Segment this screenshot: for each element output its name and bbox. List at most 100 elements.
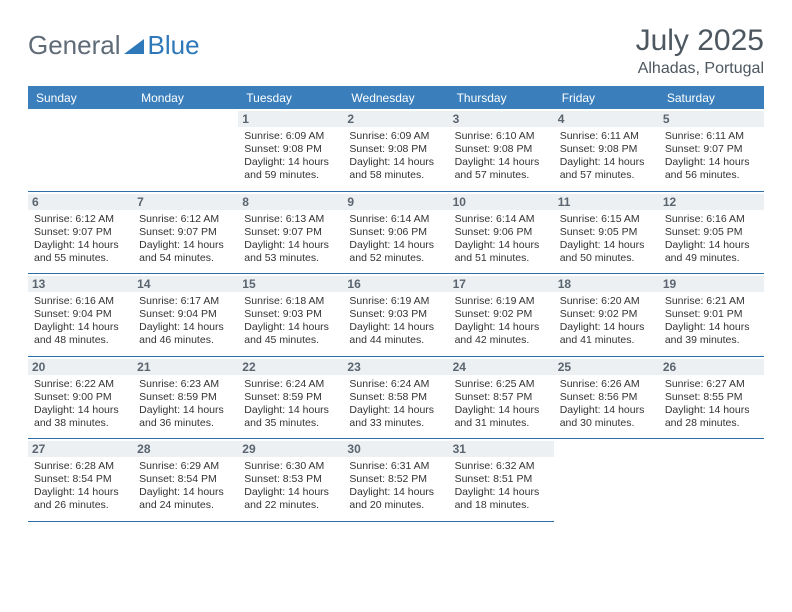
- day-number: 23: [343, 359, 448, 375]
- daylight-line: and 44 minutes.: [349, 334, 442, 347]
- sunrise-line: Sunrise: 6:19 AM: [349, 295, 442, 308]
- day-number: 8: [238, 194, 343, 210]
- daylight-line: and 55 minutes.: [34, 252, 127, 265]
- day-number: 22: [238, 359, 343, 375]
- calendar-cell: 22Sunrise: 6:24 AMSunset: 8:59 PMDayligh…: [238, 357, 343, 440]
- day-header: Sunday: [28, 88, 133, 109]
- day-number: 10: [449, 194, 554, 210]
- calendar-body: 1Sunrise: 6:09 AMSunset: 9:08 PMDaylight…: [28, 109, 764, 522]
- daylight-line: and 30 minutes.: [560, 417, 653, 430]
- daylight-line: Daylight: 14 hours: [244, 239, 337, 252]
- daylight-line: Daylight: 14 hours: [665, 321, 758, 334]
- day-number: 20: [28, 359, 133, 375]
- calendar-cell: 3Sunrise: 6:10 AMSunset: 9:08 PMDaylight…: [449, 109, 554, 192]
- sunset-line: Sunset: 8:59 PM: [139, 391, 232, 404]
- daylight-line: and 54 minutes.: [139, 252, 232, 265]
- sunset-line: Sunset: 9:03 PM: [244, 308, 337, 321]
- sunset-line: Sunset: 9:06 PM: [455, 226, 548, 239]
- day-number: 2: [343, 111, 448, 127]
- sunset-line: Sunset: 9:07 PM: [139, 226, 232, 239]
- day-number: 30: [343, 441, 448, 457]
- daylight-line: and 59 minutes.: [244, 169, 337, 182]
- sunset-line: Sunset: 9:07 PM: [34, 226, 127, 239]
- sunset-line: Sunset: 9:08 PM: [244, 143, 337, 156]
- calendar-cell: 24Sunrise: 6:25 AMSunset: 8:57 PMDayligh…: [449, 357, 554, 440]
- daylight-line: and 50 minutes.: [560, 252, 653, 265]
- calendar-cell: 21 Sunrise: 6:23 AMSunset: 8:59 PMDayligh…: [133, 357, 238, 440]
- sunset-line: Sunset: 9:01 PM: [665, 308, 758, 321]
- day-number: 28: [133, 441, 238, 457]
- sunrise-line: Sunrise: 6:24 AM: [244, 378, 337, 391]
- day-number: 17: [449, 276, 554, 292]
- sunset-line: Sunset: 8:59 PM: [244, 391, 337, 404]
- sunrise-line: Sunrise: 6:10 AM: [455, 130, 548, 143]
- calendar-cell: 26Sunrise: 6:27 AMSunset: 8:55 PMDayligh…: [659, 357, 764, 440]
- day-number: 9: [343, 194, 448, 210]
- sunset-line: Sunset: 8:54 PM: [139, 473, 232, 486]
- sunset-line: Sunset: 8:52 PM: [349, 473, 442, 486]
- sunset-line: Sunset: 9:04 PM: [34, 308, 127, 321]
- daylight-line: Daylight: 14 hours: [455, 239, 548, 252]
- day-number: 31: [449, 441, 554, 457]
- logo-text-general: General: [28, 30, 121, 61]
- calendar-cell: 20Sunrise: 6:22 AMSunset: 9:00 PMDayligh…: [28, 357, 133, 440]
- sunrise-line: Sunrise: 6:18 AM: [244, 295, 337, 308]
- sunrise-line: Sunrise: 6:30 AM: [244, 460, 337, 473]
- sunset-line: Sunset: 9:06 PM: [349, 226, 442, 239]
- daylight-line: and 41 minutes.: [560, 334, 653, 347]
- sunset-line: Sunset: 9:00 PM: [34, 391, 127, 404]
- sunset-line: Sunset: 8:53 PM: [244, 473, 337, 486]
- daylight-line: and 58 minutes.: [349, 169, 442, 182]
- calendar-cell: 13Sunrise: 6:16 AMSunset: 9:04 PMDayligh…: [28, 274, 133, 357]
- calendar-cell: 9Sunrise: 6:14 AMSunset: 9:06 PMDaylight…: [343, 192, 448, 275]
- calendar-cell: [554, 439, 659, 522]
- daylight-line: and 18 minutes.: [455, 499, 548, 512]
- daylight-line: Daylight: 14 hours: [349, 239, 442, 252]
- day-header: Monday: [133, 88, 238, 109]
- daylight-line: and 24 minutes.: [139, 499, 232, 512]
- daylight-line: Daylight: 14 hours: [34, 239, 127, 252]
- sunrise-line: Sunrise: 6:26 AM: [560, 378, 653, 391]
- calendar-cell: 31Sunrise: 6:32 AMSunset: 8:51 PMDayligh…: [449, 439, 554, 522]
- daylight-line: Daylight: 14 hours: [34, 321, 127, 334]
- calendar-cell: 19Sunrise: 6:21 AMSunset: 9:01 PMDayligh…: [659, 274, 764, 357]
- daylight-line: Daylight: 14 hours: [665, 404, 758, 417]
- daylight-line: and 56 minutes.: [665, 169, 758, 182]
- page-title: July 2025: [636, 24, 764, 58]
- sunrise-line: Sunrise: 6:28 AM: [34, 460, 127, 473]
- daylight-line: and 45 minutes.: [244, 334, 337, 347]
- daylight-line: Daylight: 14 hours: [139, 321, 232, 334]
- day-number: 25: [554, 359, 659, 375]
- daylight-line: Daylight: 14 hours: [560, 239, 653, 252]
- daylight-line: Daylight: 14 hours: [349, 404, 442, 417]
- calendar-cell: 18Sunrise: 6:20 AMSunset: 9:02 PMDayligh…: [554, 274, 659, 357]
- calendar-cell: 4Sunrise: 6:11 AMSunset: 9:08 PMDaylight…: [554, 109, 659, 192]
- sunset-line: Sunset: 9:08 PM: [560, 143, 653, 156]
- triangle-icon: [124, 36, 144, 59]
- sunset-line: Sunset: 9:08 PM: [349, 143, 442, 156]
- daylight-line: and 48 minutes.: [34, 334, 127, 347]
- daylight-line: Daylight: 14 hours: [349, 486, 442, 499]
- day-number: 11: [554, 194, 659, 210]
- daylight-line: and 35 minutes.: [244, 417, 337, 430]
- day-number: 29: [238, 441, 343, 457]
- sunset-line: Sunset: 8:54 PM: [34, 473, 127, 486]
- sunrise-line: Sunrise: 6:27 AM: [665, 378, 758, 391]
- sunrise-line: Sunrise: 6:23 AM: [139, 378, 232, 391]
- day-number: 6: [28, 194, 133, 210]
- day-number: 3: [449, 111, 554, 127]
- day-number: 4: [554, 111, 659, 127]
- day-number: 16: [343, 276, 448, 292]
- daylight-line: Daylight: 14 hours: [139, 404, 232, 417]
- logo-text-blue: Blue: [148, 30, 200, 61]
- daylight-line: Daylight: 14 hours: [665, 156, 758, 169]
- sunrise-line: Sunrise: 6:15 AM: [560, 213, 653, 226]
- sunrise-line: Sunrise: 6:24 AM: [349, 378, 442, 391]
- sunrise-line: Sunrise: 6:16 AM: [34, 295, 127, 308]
- day-number: 21: [133, 359, 238, 375]
- calendar-cell: 10Sunrise: 6:14 AMSunset: 9:06 PMDayligh…: [449, 192, 554, 275]
- daylight-line: Daylight: 14 hours: [139, 486, 232, 499]
- calendar-cell: 25Sunrise: 6:26 AMSunset: 8:56 PMDayligh…: [554, 357, 659, 440]
- sunset-line: Sunset: 9:07 PM: [244, 226, 337, 239]
- daylight-line: and 42 minutes.: [455, 334, 548, 347]
